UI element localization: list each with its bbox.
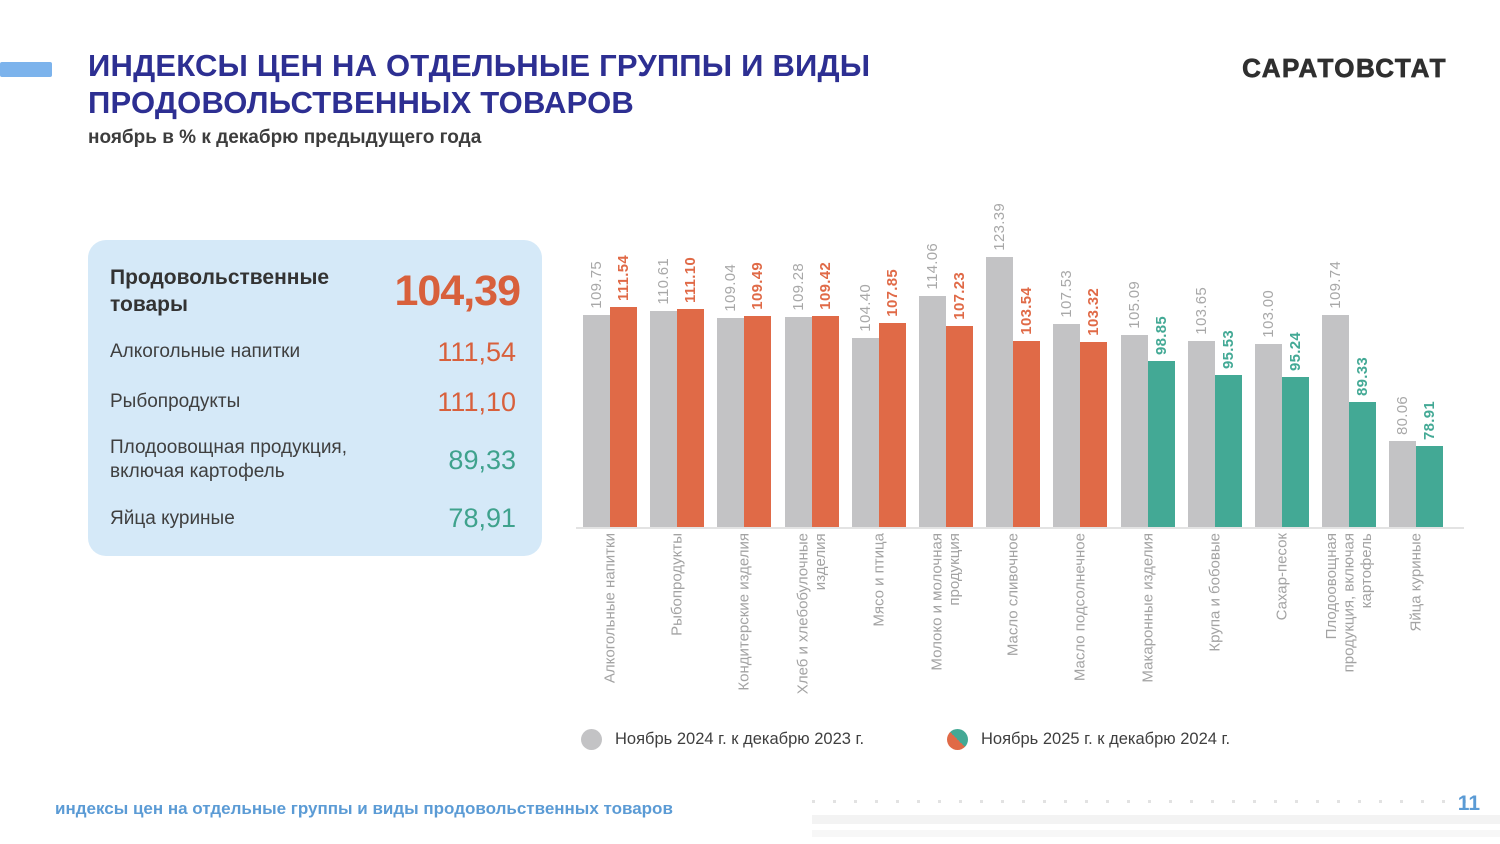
card-row: Яйца куриные 78,91 — [110, 503, 526, 534]
bar-value-label: 103.00 — [1259, 290, 1277, 338]
category-label: Мясо и птица — [870, 533, 888, 627]
bar-value-label: 103.65 — [1192, 287, 1210, 335]
bar-nov2024 — [1255, 344, 1282, 527]
card-row-value: 89,33 — [448, 444, 516, 475]
bar-value-label: 109.49 — [748, 262, 766, 310]
bar-value-label: 107.53 — [1057, 270, 1075, 318]
bar-value-label: 123.39 — [990, 203, 1008, 251]
bar-nov2025 — [946, 326, 973, 527]
saratovstat-logo: САРАТОВСТАТ — [1242, 53, 1447, 84]
summary-card: Продовольственные товары 104,39 Алкоголь… — [88, 240, 542, 556]
category-axis: Алкогольные напитки Рыбопродукты Кондитерс… — [576, 533, 1464, 718]
category-label: Крупа и бобовые — [1206, 533, 1224, 652]
category-label: Алкогольные напитки — [601, 533, 619, 684]
bar-value-label: 98.85 — [1152, 315, 1170, 355]
category-label: Молоко и молочная продукция — [928, 533, 964, 671]
legend-item-2024: Ноябрь 2024 г. к декабрю 2023 г. — [581, 729, 864, 750]
bar-value-label: 109.75 — [587, 261, 605, 309]
bar-value-label: 114.06 — [923, 243, 941, 290]
legend-label: Ноябрь 2024 г. к декабрю 2023 г. — [615, 730, 865, 748]
bar-value-label: 111.10 — [681, 256, 699, 303]
legend-dot-orange-green — [947, 729, 968, 750]
bar-value-label: 80.06 — [1393, 395, 1411, 435]
bar-value-label: 109.04 — [721, 264, 739, 312]
card-row: Алкогольные напитки 111,54 — [110, 337, 526, 368]
bar-nov2024 — [1188, 341, 1215, 527]
card-row-value: 111,10 — [437, 386, 516, 417]
bar-value-label: 95.24 — [1286, 331, 1304, 371]
card-hero-label: Продовольственные товары — [110, 266, 330, 316]
page-title: ИНДЕКСЫ ЦЕН НА ОТДЕЛЬНЫЕ ГРУППЫ И ВИДЫ П… — [88, 48, 871, 120]
bar-nov2024 — [986, 257, 1013, 527]
bar-chart-plot: 109.75 111.54 110.61 111.10 109.04 109.49 109.… — [576, 190, 1464, 529]
bar-nov2024 — [650, 311, 677, 527]
card-row-label: Яйца куриные — [110, 507, 235, 529]
card-row-label: Плодоовощная продукция, включая картофел… — [110, 437, 347, 483]
footer-rule — [812, 815, 1500, 824]
bar-value-label: 95.53 — [1219, 329, 1237, 369]
bar-nov2025 — [879, 323, 906, 527]
bar-value-label: 107.85 — [883, 269, 901, 317]
card-row-label: Рыбопродукты — [110, 391, 241, 412]
bar-nov2025 — [812, 316, 839, 527]
card-row: Плодоовощная продукция, включая картофел… — [110, 436, 526, 484]
page-subtitle: ноябрь в % к декабрю предыдущего года — [88, 127, 482, 148]
footer-text: индексы цен на отдельные группы и виды п… — [55, 799, 673, 818]
bar-nov2024 — [785, 317, 812, 527]
bar-nov2025 — [1080, 342, 1107, 527]
bar-nov2025 — [1215, 375, 1242, 527]
bar-value-label: 107.23 — [950, 272, 968, 320]
category-label: Яйца куриные — [1407, 533, 1425, 632]
bar-value-label: 109.28 — [789, 263, 807, 311]
category-label: Рыбопродукты — [668, 533, 686, 636]
legend-dot-gray — [581, 729, 602, 750]
bar-value-label: 109.74 — [1326, 261, 1344, 309]
bar-nov2025 — [1349, 402, 1376, 527]
bar-value-label: 104.40 — [856, 284, 874, 332]
bar-nov2024 — [583, 315, 610, 527]
legend-label: Ноябрь 2025 г. к декабрю 2024 г. — [981, 730, 1231, 748]
card-row-value: 78,91 — [448, 503, 516, 533]
bar-value-label: 111.54 — [614, 254, 632, 301]
bar-nov2025 — [610, 307, 637, 527]
bar-nov2024 — [1322, 315, 1349, 527]
bar-nov2025 — [677, 309, 704, 527]
card-hero-value: 104,39 — [394, 266, 521, 315]
accent-bar — [0, 62, 52, 77]
bar-value-label: 103.54 — [1017, 287, 1035, 335]
category-label: Плодоовощная продукция, включая картофел… — [1322, 533, 1375, 673]
footer-rule — [812, 830, 1500, 837]
category-label: Макаронные изделия — [1139, 533, 1157, 683]
category-label: Масло подсолнечное — [1071, 533, 1089, 682]
bar-nov2024 — [717, 318, 744, 527]
page-number: 11 — [1457, 792, 1480, 815]
category-label: Кондитерские изделия — [735, 533, 753, 691]
bar-nov2025 — [1416, 446, 1443, 527]
card-hero-row: Продовольственные товары 104,39 — [110, 264, 526, 318]
footer-dotted-line — [812, 800, 1472, 803]
bar-nov2025 — [1282, 377, 1309, 527]
bar-value-label: 78.91 — [1420, 400, 1438, 440]
category-label: Хлеб и хлебобулочные изделия — [794, 533, 830, 695]
bar-value-label: 109.42 — [816, 262, 834, 310]
bar-nov2025 — [744, 316, 771, 527]
bar-nov2025 — [1148, 361, 1175, 527]
bar-value-label: 110.61 — [654, 258, 672, 305]
category-label: Масло сливочное — [1004, 533, 1022, 657]
card-row: Рыбопродукты 111,10 — [110, 387, 526, 418]
bar-nov2024 — [919, 296, 946, 527]
bar-value-label: 89.33 — [1353, 356, 1371, 396]
category-label: Сахар-песок — [1273, 533, 1291, 621]
legend-item-2025: Ноябрь 2025 г. к декабрю 2024 г. — [947, 729, 1230, 750]
card-row-value: 111,54 — [437, 336, 516, 367]
bar-nov2024 — [1121, 335, 1148, 527]
bar-nov2024 — [1053, 324, 1080, 527]
bar-value-label: 103.32 — [1084, 288, 1102, 336]
bar-nov2025 — [1013, 341, 1040, 527]
bar-nov2024 — [852, 338, 879, 527]
bar-value-label: 105.09 — [1125, 281, 1143, 329]
bar-nov2024 — [1389, 441, 1416, 527]
card-row-label: Алкогольные напитки — [110, 341, 301, 363]
